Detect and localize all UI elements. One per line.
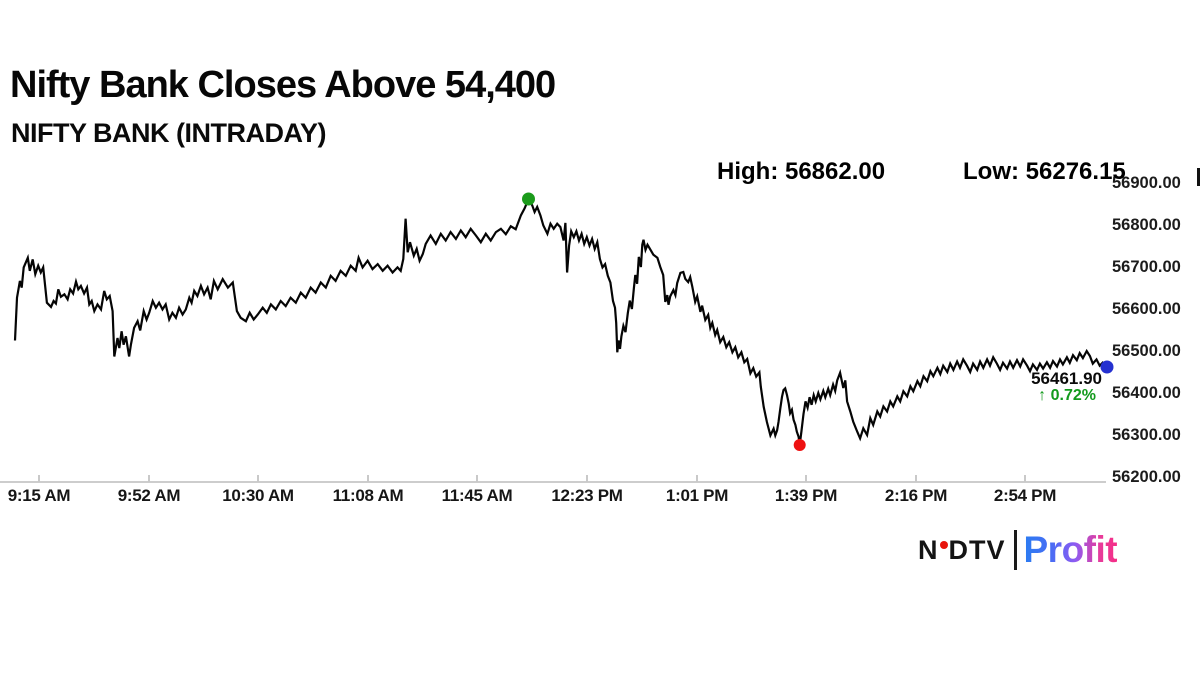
change-percent: 0.72% [1050,387,1096,404]
x-axis-label: 9:15 AM [7,486,71,505]
x-axis-label: 11:08 AM [332,486,404,505]
x-axis-tick [805,475,807,482]
y-axis-label: 56600.00 [1112,300,1181,318]
y-axis-label: 56900.00 [1112,174,1181,192]
page-title: Nifty Bank Closes Above 54,400 [10,64,556,106]
profit-wordmark: Profit [1023,529,1118,570]
low-stat: Low: 56276.15 [963,158,1126,186]
up-arrow-icon: ↑ [1038,387,1047,404]
y-axis-label: 56200.00 [1112,468,1181,486]
right-edge-tick [1197,168,1200,186]
x-axis-tick [38,475,40,482]
y-axis-label: 56700.00 [1112,258,1181,276]
x-axis-label: 2:54 PM [993,486,1057,505]
x-axis-label: 9:52 AM [117,486,181,505]
y-axis-label: 56800.00 [1112,216,1181,234]
x-axis-line [0,481,1106,483]
x-axis-label: 1:01 PM [665,486,729,505]
ndtv-profit-logo: N DTV Profit [918,529,1118,571]
x-axis-label: 12:23 PM [551,486,623,505]
low-marker-dot [793,439,806,451]
high-value: 56862.00 [784,158,886,185]
ndtv-red-dot-icon [939,541,948,549]
x-axis-tick [367,475,369,482]
ndtv-wordmark-right: DTV [948,534,1006,565]
high-stat: High: 56862.00 [717,158,885,186]
logo-separator-bar [1013,530,1017,570]
high-marker-dot [522,192,535,206]
last-price-change: ↑ 0.72% [1038,387,1096,405]
x-axis-tick [915,475,917,482]
ndtv-wordmark-left: N [918,534,939,565]
last-price-value: 56461.90 [1031,369,1102,388]
x-axis-label: 1:39 PM [774,486,838,505]
x-axis-label: 10:30 AM [222,486,294,505]
x-axis-label: 11:45 AM [441,486,513,505]
x-axis-tick [257,475,259,482]
close-marker-dot [1100,360,1114,374]
x-axis-tick [148,475,150,482]
low-label: Low: [963,158,1019,185]
x-axis-tick [476,475,478,482]
high-label: High: [717,158,779,185]
low-value: 56276.15 [1025,158,1126,185]
price-line [13,196,1107,446]
x-axis-tick [586,475,588,482]
y-axis-label: 56500.00 [1112,342,1181,360]
chart-subtitle: NIFTY BANK (INTRADAY) [11,118,327,148]
x-axis-label: 2:16 PM [884,486,948,505]
y-axis-label: 56300.00 [1112,426,1181,444]
x-axis-tick [1024,475,1026,482]
x-axis-tick [696,475,698,482]
y-axis-label: 56400.00 [1112,384,1181,402]
